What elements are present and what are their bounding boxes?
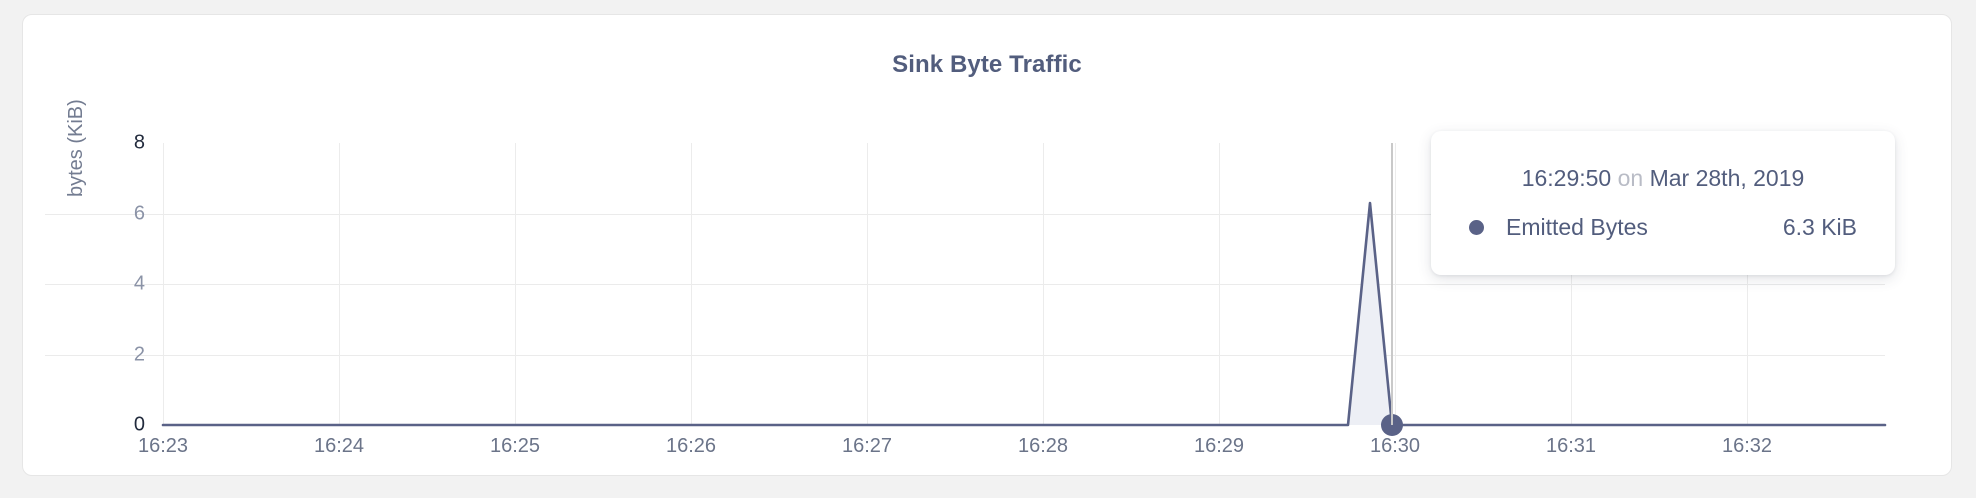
chart-card: Sink Byte Traffic bytes (KiB) 8 6 4 2 0 (22, 14, 1952, 476)
x-tick-label-1628: 16:28 (1017, 435, 1069, 457)
gridline-horizontal-6 (45, 213, 1885, 215)
gridline-vertical-1627 (867, 143, 868, 425)
gridline-vertical-1630 (1395, 143, 1396, 425)
gridline-vertical-1632 (1747, 143, 1748, 425)
tooltip-series-row: Emitted Bytes 6.3 KiB (1431, 214, 1895, 241)
highlighted-data-point[interactable] (1381, 414, 1403, 436)
gridline-vertical-1626 (691, 143, 692, 425)
y-tick-label-0: 0 (133, 413, 145, 436)
y-tick-label-6: 6 (133, 202, 145, 224)
crosshair-line (1391, 143, 1393, 425)
tooltip-connector: on (1617, 165, 1644, 191)
x-tick-label-1629: 16:29 (1193, 435, 1245, 457)
tooltip-timestamp: 16:29:50 on Mar 28th, 2019 (1431, 165, 1895, 192)
tooltip-series-name: Emitted Bytes (1506, 214, 1648, 240)
gridline-vertical-1628 (1043, 143, 1044, 425)
gridline-vertical-1629 (1219, 143, 1220, 425)
series-line (161, 201, 1887, 427)
series-emitted-bytes (161, 201, 1887, 436)
y-tick-label-2: 2 (133, 343, 145, 365)
chart-tooltip: 16:29:50 on Mar 28th, 2019 Emitted Bytes… (1431, 131, 1895, 275)
gridline-horizontal-2 (45, 354, 1885, 356)
x-tick-label-1627: 16:27 (841, 435, 893, 457)
page-title: Sink Byte Traffic (892, 51, 1082, 78)
tooltip-series-value: 6.3 KiB (1782, 214, 1857, 240)
gridline-vertical-1625 (515, 143, 516, 425)
x-tick-label-1632: 16:32 (1721, 435, 1773, 457)
x-tick-label-1625: 16:25 (489, 435, 541, 457)
x-tick-label-1630: 16:30 (1369, 435, 1421, 457)
plot-area: 8 6 4 2 0 16:23 16:24 16:25 16:26 16:27 … (45, 132, 1887, 457)
y-axis-title: bytes (KiB) (65, 99, 87, 197)
gridline-vertical-1631 (1571, 143, 1572, 425)
series-dot-icon (1469, 220, 1484, 235)
gridline-horizontal-4 (45, 284, 1885, 285)
tooltip-date: Mar 28th, 2019 (1649, 165, 1805, 191)
y-tick-label-8: 8 (133, 131, 145, 154)
x-tick-label-1626: 16:26 (665, 435, 717, 457)
gridline-vertical-1624 (339, 143, 340, 425)
x-tick-label-1623: 16:23 (137, 435, 189, 457)
y-tick-label-4: 4 (133, 272, 145, 295)
gridline-vertical-1623 (163, 143, 164, 425)
x-tick-label-1631: 16:31 (1545, 435, 1597, 457)
x-tick-label-1624: 16:24 (313, 435, 365, 457)
tooltip-time: 16:29:50 (1521, 165, 1612, 191)
